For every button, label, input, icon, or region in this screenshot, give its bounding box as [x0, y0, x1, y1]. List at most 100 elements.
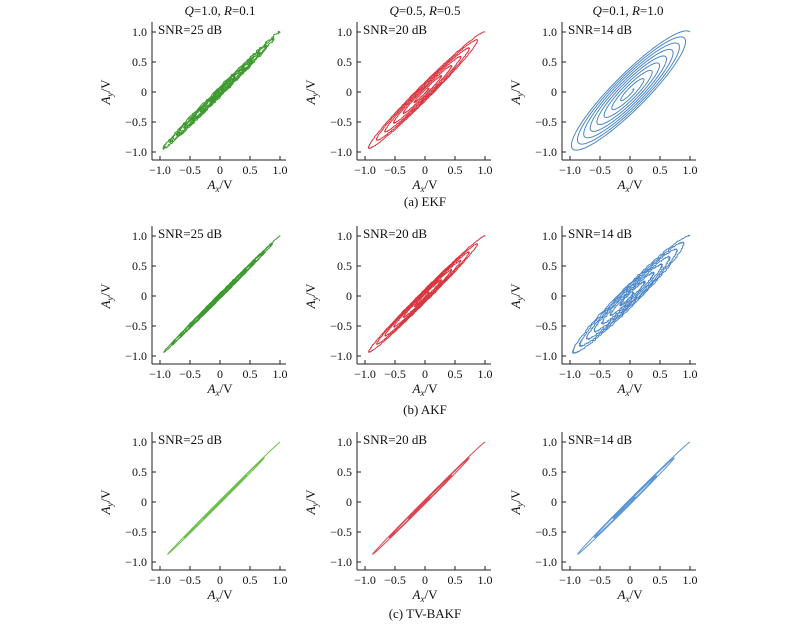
x-tick-label: 1.0: [273, 367, 288, 381]
x-tick-label: −1.0: [149, 163, 171, 177]
x-tick-label: −0.5: [589, 163, 611, 177]
x-tick-label: −1.0: [354, 573, 376, 587]
column-titles: Q=1.0, R=0.1 Q=0.5, R=0.5 Q=0.1, R=1.0: [184, 3, 663, 18]
y-tick-label: 0: [346, 289, 352, 303]
x-tick-label: −0.5: [179, 367, 201, 381]
x-tick-label: 0.5: [243, 573, 258, 587]
y-tick-label: −1.0: [535, 555, 557, 569]
column-title-2: Q=0.5, R=0.5: [389, 3, 460, 18]
snr-label: SNR=25 dB: [158, 22, 222, 37]
y-tick-label: 0: [551, 85, 557, 99]
x-tick-label: −0.5: [179, 573, 201, 587]
y-tick-label: −1.0: [125, 349, 147, 363]
x-axis-title: Ax/V: [412, 587, 439, 604]
trajectory-curve: [368, 235, 486, 353]
panel-ekf-1: −1.0 −0.5 0 0.5 1.0 −1.0 −0.5 0 0.5 1.0 Ax/V Ay/V SN…: [98, 22, 288, 194]
x-tick-label: −1.0: [354, 367, 376, 381]
x-tick-label: 1.0: [683, 573, 698, 587]
y-tick-label: −1.0: [330, 555, 352, 569]
x-tick-label: −0.5: [589, 367, 611, 381]
y-tick-label: 1.0: [337, 229, 352, 243]
y-axis-title: Ay/V: [98, 79, 115, 106]
snr-label: SNR=20 dB: [363, 22, 427, 37]
x-tick-label: 0.5: [653, 573, 668, 587]
panel-akf-3: −1.0 −0.5 0 0.5 1.0 −1.0 −0.5 0 0.5 1.0 Ax/V Ay/V SN…: [508, 226, 698, 398]
column-title-1: Q=1.0, R=0.1: [184, 3, 255, 18]
trajectory-curve: [367, 31, 486, 149]
y-axis-title: Ay/V: [508, 79, 525, 106]
trajectory-curve: [570, 30, 691, 151]
x-tick-label: −0.5: [589, 573, 611, 587]
y-axis-title: Ay/V: [303, 489, 320, 516]
y-tick-label: 1.0: [337, 435, 352, 449]
trajectory-curve: [372, 441, 486, 555]
snr-label: SNR=20 dB: [363, 226, 427, 241]
x-tick-label: 0.5: [243, 163, 258, 177]
x-tick-label: 0: [422, 367, 428, 381]
x-tick-label: 1.0: [478, 573, 493, 587]
y-tick-label: −0.5: [330, 115, 352, 129]
y-tick-label: −0.5: [125, 525, 147, 539]
x-tick-label: 0: [627, 367, 633, 381]
x-tick-label: −0.5: [384, 163, 406, 177]
trajectory-curve: [577, 441, 691, 555]
y-tick-label: 0: [141, 289, 147, 303]
y-tick-label: 1.0: [542, 229, 557, 243]
x-tick-label: −0.5: [384, 573, 406, 587]
y-tick-label: 1.0: [542, 25, 557, 39]
y-tick-label: 0: [346, 85, 352, 99]
panel-tv-bakf-1: −1.0 −0.5 0 0.5 1.0 −1.0 −0.5 0 0.5 1.0 Ax/V Ay/V SN…: [98, 432, 288, 604]
y-tick-label: 0.5: [542, 465, 557, 479]
x-axis-title: Ax/V: [412, 177, 439, 194]
y-tick-label: 0.5: [132, 259, 147, 273]
x-tick-label: 0: [627, 163, 633, 177]
x-tick-label: 0.5: [448, 367, 463, 381]
y-axis-title: Ay/V: [303, 283, 320, 310]
x-tick-label: 1.0: [478, 163, 493, 177]
y-tick-label: 0.5: [542, 55, 557, 69]
y-tick-label: 1.0: [337, 25, 352, 39]
row-caption-tv-bakf: (c) TV-BAKF: [389, 606, 462, 621]
x-tick-label: 1.0: [478, 367, 493, 381]
y-axis-title: Ay/V: [303, 79, 320, 106]
y-tick-label: 0.5: [132, 55, 147, 69]
y-tick-label: −0.5: [330, 525, 352, 539]
y-tick-label: −1.0: [330, 349, 352, 363]
x-axis-title: Ax/V: [207, 177, 234, 194]
y-tick-label: 0.5: [132, 465, 147, 479]
y-axis-title: Ay/V: [508, 489, 525, 516]
x-tick-label: 0.5: [653, 163, 668, 177]
panel-ekf-3: −1.0 −0.5 0 0.5 1.0 −1.0 −0.5 0 0.5 1.0 Ax/V Ay/V SN…: [508, 22, 698, 194]
y-tick-label: −0.5: [330, 319, 352, 333]
snr-label: SNR=14 dB: [568, 226, 632, 241]
column-title-3: Q=0.1, R=1.0: [592, 3, 663, 18]
y-tick-label: −1.0: [125, 555, 147, 569]
x-tick-label: 1.0: [273, 573, 288, 587]
x-tick-label: 1.0: [683, 367, 698, 381]
y-tick-label: 1.0: [132, 229, 147, 243]
snr-label: SNR=20 dB: [363, 432, 427, 447]
snr-label: SNR=25 dB: [158, 226, 222, 241]
panel-akf-1: −1.0 −0.5 0 0.5 1.0 −1.0 −0.5 0 0.5 1.0 Ax/V Ay/V SN…: [98, 226, 288, 398]
y-tick-label: 0: [346, 495, 352, 509]
y-tick-label: −0.5: [125, 319, 147, 333]
x-axis-title: Ax/V: [207, 587, 234, 604]
x-tick-label: 1.0: [273, 163, 288, 177]
y-tick-label: −0.5: [535, 319, 557, 333]
x-tick-label: 0.5: [653, 367, 668, 381]
panel-ekf-2: −1.0 −0.5 0 0.5 1.0 −1.0 −0.5 0 0.5 1.0 Ax/V Ay/V SN…: [303, 22, 493, 194]
y-tick-label: −0.5: [125, 115, 147, 129]
y-axis-title: Ay/V: [508, 283, 525, 310]
snr-label: SNR=14 dB: [568, 22, 632, 37]
x-tick-label: 0.5: [448, 163, 463, 177]
y-tick-label: 1.0: [132, 25, 147, 39]
y-tick-label: 1.0: [542, 435, 557, 449]
panel-tv-bakf-2: −1.0 −0.5 0 0.5 1.0 −1.0 −0.5 0 0.5 1.0 Ax/V Ay/V SN…: [303, 432, 493, 604]
y-tick-label: 0.5: [337, 55, 352, 69]
trajectory-curve: [167, 441, 281, 555]
y-tick-label: 0.5: [542, 259, 557, 273]
panel-akf-2: −1.0 −0.5 0 0.5 1.0 −1.0 −0.5 0 0.5 1.0 Ax/V Ay/V SN…: [303, 226, 493, 398]
y-tick-label: 1.0: [132, 435, 147, 449]
y-tick-label: −1.0: [330, 145, 352, 159]
